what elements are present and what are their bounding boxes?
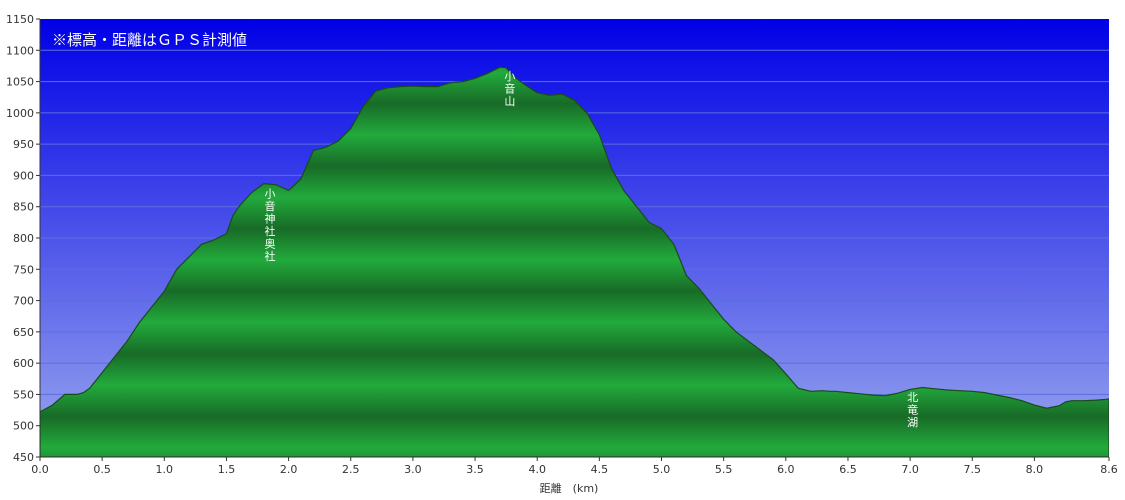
x-tick-label: 8.6 <box>1100 463 1118 476</box>
x-tick-label: 2.0 <box>280 463 298 476</box>
x-tick-label: 4.0 <box>528 463 546 476</box>
x-tick-label: 4.5 <box>591 463 609 476</box>
x-tick-labels: 0.0 0.5 1.0 1.5 2.0 2.5 3.0 3.5 4.0 4.5 5.0 5.5 6.0 6… <box>31 457 1118 476</box>
x-tick-label: 6.5 <box>839 463 857 476</box>
y-tick-labels: 450 500 550 600 650 700 750 800 850 900 950 1000 105… <box>6 13 40 464</box>
x-tick-label: 5.0 <box>653 463 671 476</box>
y-tick-label: 1000 <box>6 107 34 120</box>
y-tick-label: 800 <box>13 232 34 245</box>
y-tick-label: 1150 <box>6 13 34 26</box>
annotation-label: 小音山 <box>504 70 515 108</box>
annotation-label: 北竜湖 <box>907 391 918 429</box>
x-tick-label: 3.5 <box>466 463 484 476</box>
y-tick-label: 650 <box>13 326 34 339</box>
x-tick-label: 2.5 <box>342 463 360 476</box>
x-tick-label: 1.0 <box>156 463 174 476</box>
x-tick-label: 0.0 <box>31 463 49 476</box>
y-tick-label: 750 <box>13 263 34 276</box>
y-tick-label: 600 <box>13 357 34 370</box>
x-tick-label: 7.5 <box>964 463 982 476</box>
elevation-area <box>40 66 1109 457</box>
y-tick-label: 450 <box>13 451 34 464</box>
y-tick-label: 850 <box>13 201 34 214</box>
y-tick-label: 1050 <box>6 76 34 89</box>
y-tick-label: 500 <box>13 420 34 433</box>
y-tick-label: 900 <box>13 169 34 182</box>
x-tick-label: 1.5 <box>218 463 236 476</box>
x-tick-label: 6.0 <box>777 463 795 476</box>
x-tick-label: 3.0 <box>404 463 422 476</box>
y-tick-label: 1100 <box>6 44 34 57</box>
y-tick-label: 550 <box>13 388 34 401</box>
x-axis-label: 距離 (km) <box>540 481 599 495</box>
chart-note: ※標高・距離はＧＰＳ計測値 <box>52 31 247 49</box>
y-tick-label: 950 <box>13 138 34 151</box>
y-tick-label: 700 <box>13 295 34 308</box>
x-tick-label: 5.5 <box>715 463 733 476</box>
x-tick-label: 7.0 <box>901 463 919 476</box>
x-tick-label: 0.5 <box>93 463 111 476</box>
annotation-label: 小音神社奥社 <box>264 188 275 264</box>
x-tick-label: 8.0 <box>1026 463 1044 476</box>
